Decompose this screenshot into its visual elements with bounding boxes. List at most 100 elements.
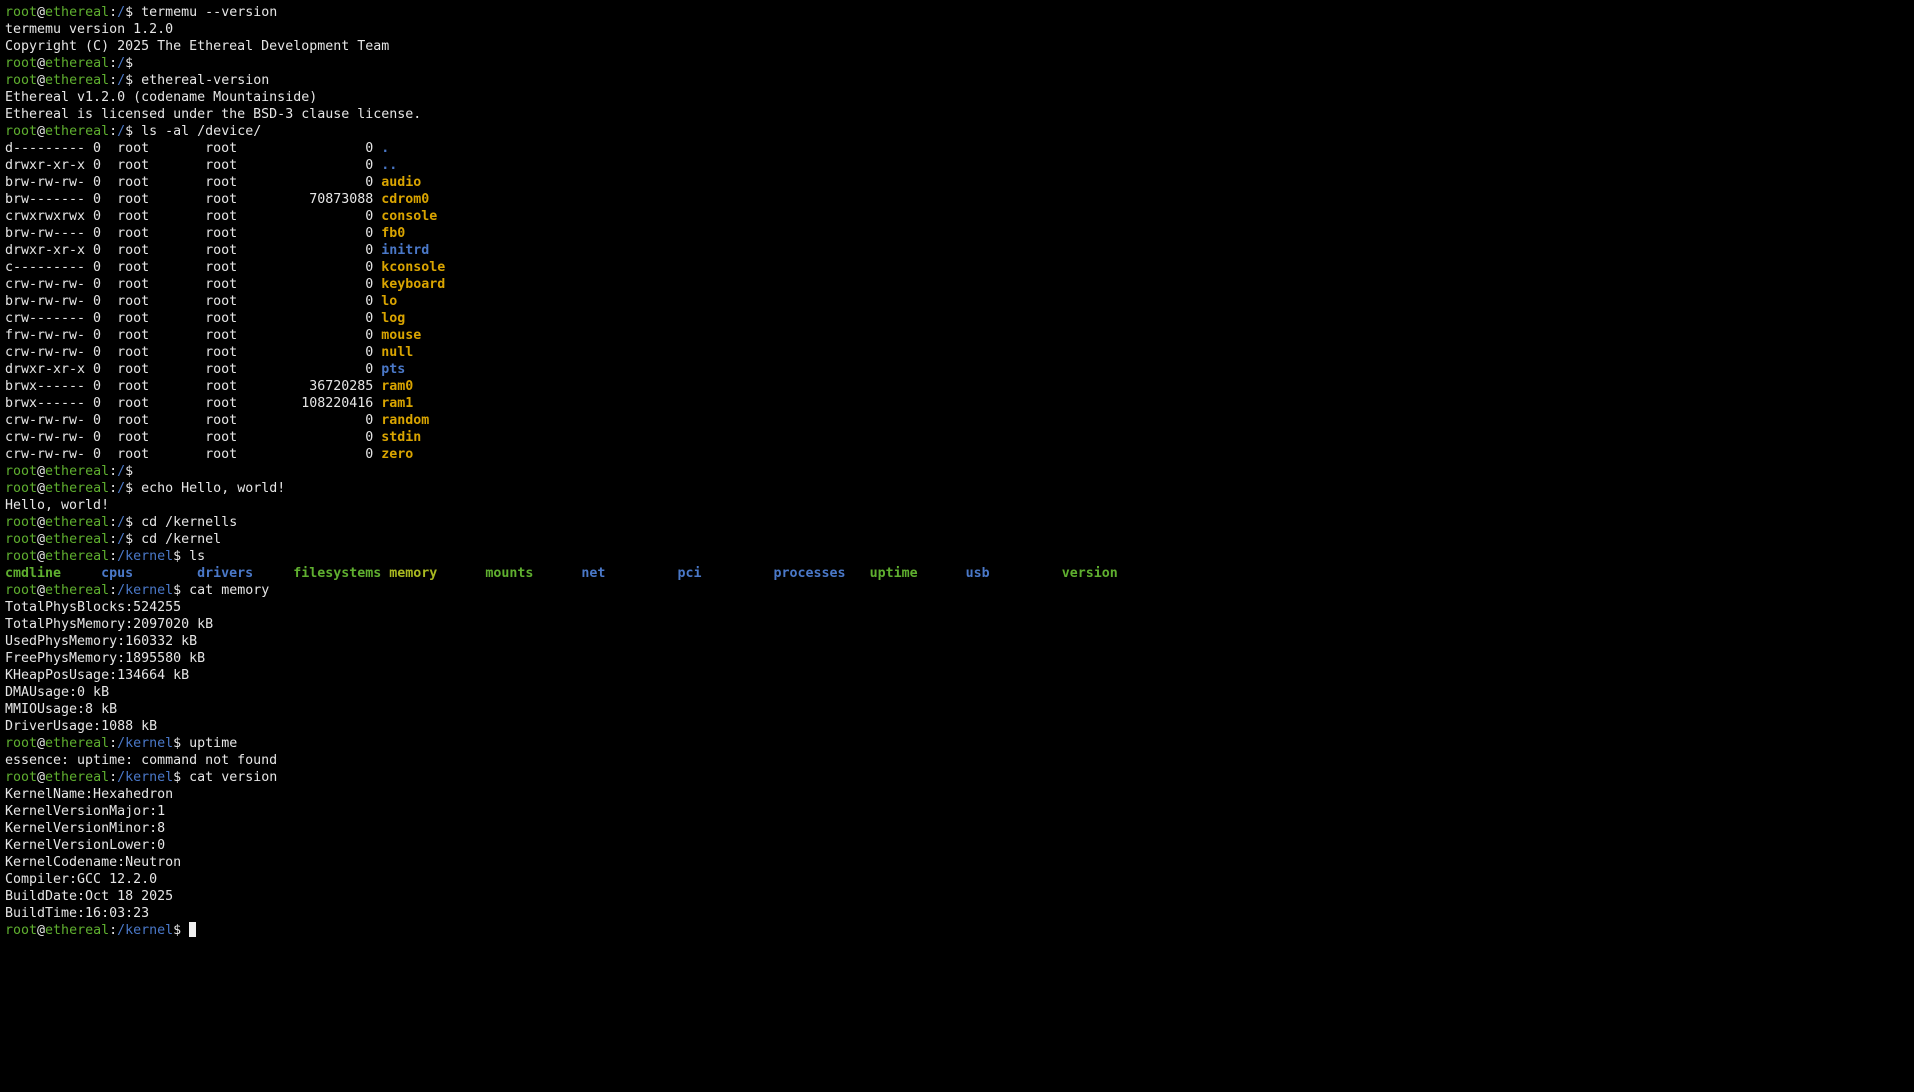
text-segment: audio [381, 175, 422, 190]
text-segment: usb [965, 566, 990, 581]
text-segment: @ [37, 73, 46, 88]
text-segment: root [5, 124, 38, 139]
terminal-line: Ethereal v1.2.0 (codename Mountainside) [5, 89, 1909, 106]
text-segment: net [581, 566, 606, 581]
text-segment: / [117, 73, 126, 88]
text-segment: / [117, 464, 126, 479]
text-segment: ethereal [45, 5, 110, 20]
text-segment: crw------- 0 root root 0 [5, 311, 382, 326]
terminal-line: drwxr-xr-x 0 root root 0 initrd [5, 242, 1909, 259]
text-segment: ethereal [45, 73, 110, 88]
text-segment: : [109, 124, 118, 139]
text-segment: @ [37, 923, 46, 938]
text-segment: / [117, 481, 126, 496]
terminal-line: DriverUsage:1088 kB [5, 718, 1909, 735]
terminal-line: brwx------ 0 root root 108220416 ram1 [5, 395, 1909, 412]
text-segment: ethereal [45, 464, 110, 479]
text-segment: brw-rw---- 0 root root 0 [5, 226, 382, 241]
text-segment: memory [389, 566, 438, 581]
text-segment: / [117, 56, 126, 71]
text-segment: essence: uptime: command not found [5, 753, 278, 768]
text-segment: pts [381, 362, 406, 377]
text-segment: fb0 [381, 226, 406, 241]
terminal-line: crwxrwxrwx 0 root root 0 console [5, 208, 1909, 225]
text-segment: DriverUsage:1088 kB [5, 719, 158, 734]
terminal-line: TotalPhysBlocks:524255 [5, 599, 1909, 616]
text-segment: Ethereal v1.2.0 (codename Mountainside) [5, 90, 318, 105]
terminal-line: brw-rw-rw- 0 root root 0 lo [5, 293, 1909, 310]
text-segment: .. [381, 158, 398, 173]
text-segment: root [5, 736, 38, 751]
text-segment: KernelVersionMajor:1 [5, 804, 166, 819]
text-segment: Copyright (C) 2025 The Ethereal Developm… [5, 39, 390, 54]
text-segment: Compiler:GCC 12.2.0 [5, 872, 158, 887]
text-segment: : [109, 515, 118, 530]
text-segment: BuildTime:16:03:23 [5, 906, 150, 921]
text-segment: KernelVersionMinor:8 [5, 821, 166, 836]
terminal-line: root@ethereal:/kernel$ [5, 922, 1909, 939]
text-segment: @ [37, 549, 46, 564]
text-segment: $ ethereal-version [125, 73, 270, 88]
terminal-line: crw-rw-rw- 0 root root 0 keyboard [5, 276, 1909, 293]
text-segment: keyboard [381, 277, 446, 292]
text-segment: crw-rw-rw- 0 root root 0 [5, 430, 382, 445]
terminal-line: d--------- 0 root root 0 . [5, 140, 1909, 157]
text-segment: : [109, 73, 118, 88]
text-segment: $ echo Hello, world! [125, 481, 286, 496]
text-segment: kconsole [381, 260, 446, 275]
text-segment: root [5, 770, 38, 785]
text-segment: lo [381, 294, 398, 309]
text-segment: crw-rw-rw- 0 root root 0 [5, 413, 382, 428]
text-segment: FreePhysMemory:1895580 kB [5, 651, 206, 666]
text-segment: ethereal [45, 923, 110, 938]
text-segment: drwxr-xr-x 0 root root 0 [5, 158, 382, 173]
text-segment: crw-rw-rw- 0 root root 0 [5, 277, 382, 292]
text-segment: DMAUsage:0 kB [5, 685, 110, 700]
text-segment: UsedPhysMemory:160332 kB [5, 634, 198, 649]
text-segment: root [5, 481, 38, 496]
terminal-line: drwxr-xr-x 0 root root 0 pts [5, 361, 1909, 378]
text-segment: ethereal [45, 770, 110, 785]
terminal-line: drwxr-xr-x 0 root root 0 .. [5, 157, 1909, 174]
text-segment: cpus [101, 566, 134, 581]
text-segment: /kernel [117, 583, 174, 598]
terminal-line: KernelVersionMajor:1 [5, 803, 1909, 820]
terminal-line: crw-rw-rw- 0 root root 0 random [5, 412, 1909, 429]
text-segment: : [109, 736, 118, 751]
text-segment: drivers [197, 566, 254, 581]
text-segment: root [5, 549, 38, 564]
text-segment: crwxrwxrwx 0 root root 0 [5, 209, 382, 224]
text-segment: ram1 [381, 396, 414, 411]
text-segment: $ ls [173, 549, 206, 564]
text-segment: : [109, 583, 118, 598]
text-segment: mounts [485, 566, 534, 581]
text-segment: KernelVersionLower:0 [5, 838, 166, 853]
terminal-line: root@ethereal:/kernel$ ls [5, 548, 1909, 565]
text-segment: ethereal [45, 124, 110, 139]
text-segment: : [109, 923, 118, 938]
text-segment: crw-rw-rw- 0 root root 0 [5, 447, 382, 462]
terminal-line: DMAUsage:0 kB [5, 684, 1909, 701]
text-segment: Ethereal is licensed under the BSD-3 cla… [5, 107, 422, 122]
text-segment: ethereal [45, 583, 110, 598]
terminal-line: crw-rw-rw- 0 root root 0 zero [5, 446, 1909, 463]
text-segment: pci [677, 566, 702, 581]
text-segment: ethereal [45, 532, 110, 547]
terminal-line: crw------- 0 root root 0 log [5, 310, 1909, 327]
text-segment: : [109, 5, 118, 20]
text-segment: @ [37, 532, 46, 547]
text-segment: @ [37, 736, 46, 751]
terminal-line: termemu version 1.2.0 [5, 21, 1909, 38]
terminal-line: essence: uptime: command not found [5, 752, 1909, 769]
text-segment: ram0 [381, 379, 414, 394]
terminal-line: root@ethereal:/$ echo Hello, world! [5, 480, 1909, 497]
text-segment: processes [773, 566, 846, 581]
text-segment: uptime [869, 566, 918, 581]
text-segment: /kernel [117, 923, 174, 938]
terminal-line: root@ethereal:/kernel$ cat memory [5, 582, 1909, 599]
text-segment: root [5, 73, 38, 88]
text-segment: root [5, 583, 38, 598]
terminal-line: Ethereal is licensed under the BSD-3 cla… [5, 106, 1909, 123]
text-segment: log [381, 311, 406, 326]
text-segment: console [381, 209, 438, 224]
